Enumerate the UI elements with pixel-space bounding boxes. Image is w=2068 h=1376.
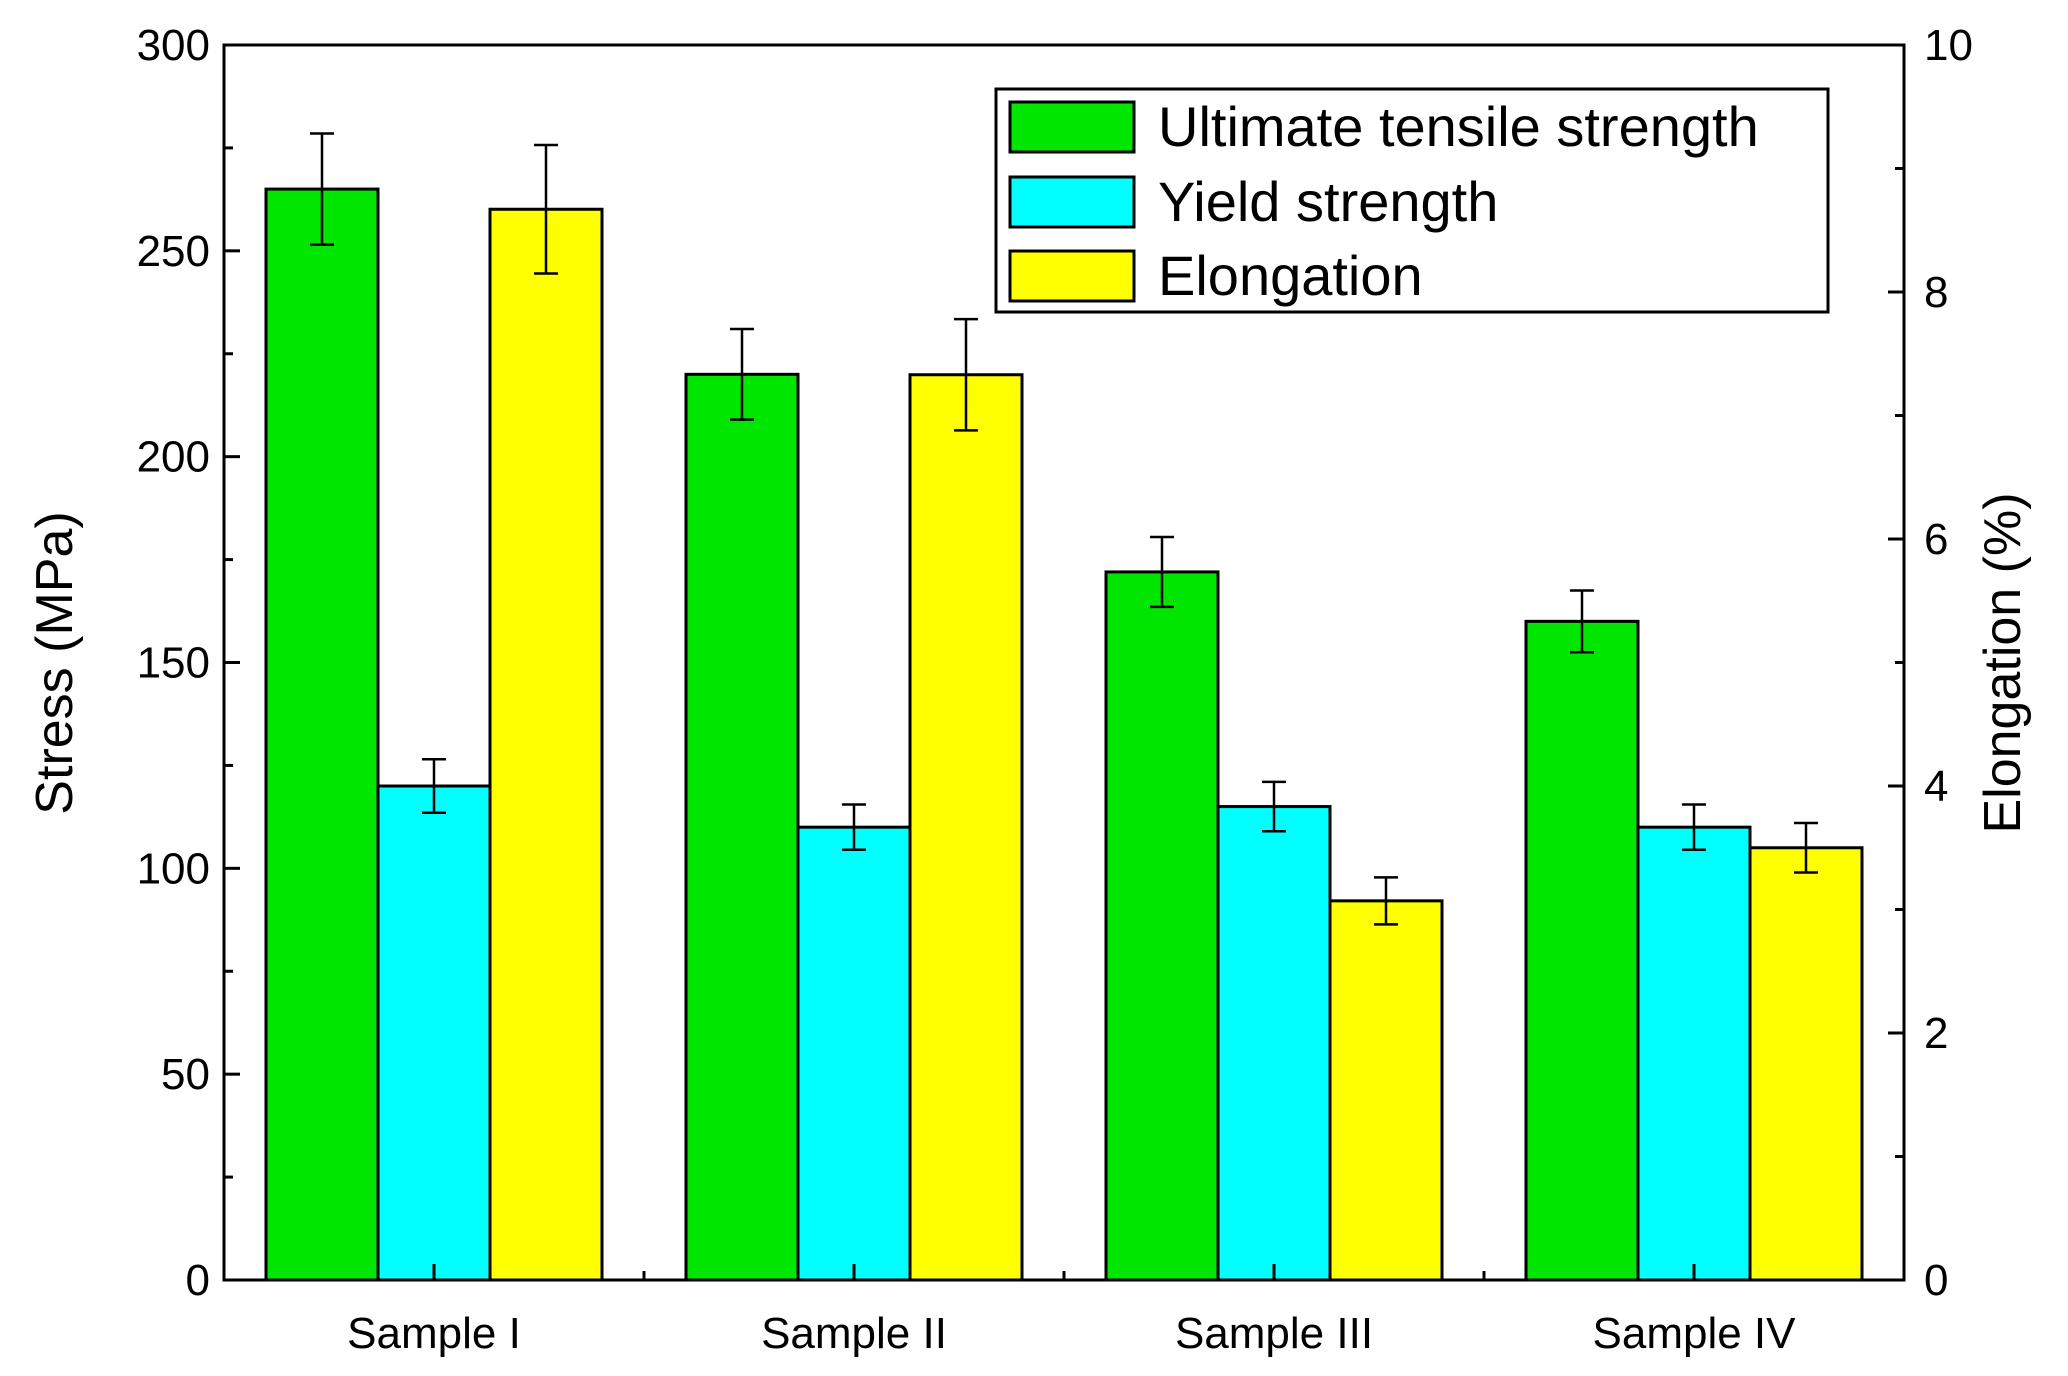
x-category-label: Sample II xyxy=(761,1309,947,1358)
y2-tick-label: 4 xyxy=(1924,762,1948,811)
y2-tick-label: 6 xyxy=(1924,515,1948,564)
bar-yield-strength-3 xyxy=(1216,805,1332,1282)
bar-yield-strength-4 xyxy=(1636,825,1752,1282)
error-bar-yield-strength-1 xyxy=(422,757,446,815)
bar-elongation-1 xyxy=(488,207,604,1282)
error-bars-layer xyxy=(310,132,1818,926)
error-bar-elongation-3 xyxy=(1374,876,1398,926)
bar-ultimate-tensile-strength-4 xyxy=(1524,619,1640,1282)
y-tick-label: 50 xyxy=(161,1050,210,1099)
bar-yield-strength-1 xyxy=(376,784,492,1282)
bar-yield-strength-2 xyxy=(796,825,912,1282)
bar-elongation-4 xyxy=(1748,846,1864,1282)
legend-label-elongation: Elongation xyxy=(1158,244,1423,307)
y2-tick-label: 10 xyxy=(1924,21,1973,70)
legend: Ultimate tensile strength Yield strength… xyxy=(994,87,1830,314)
error-bar-yield-strength-3 xyxy=(1262,780,1286,833)
y2-tick-label: 0 xyxy=(1924,1256,1948,1305)
legend-swatch-yield xyxy=(1008,175,1136,229)
y2-tick-label: 2 xyxy=(1924,1009,1948,1058)
x-category-label: Sample I xyxy=(347,1309,521,1358)
bar-elongation-3 xyxy=(1328,899,1444,1282)
y2-axis-title: Elongation (%) xyxy=(1974,492,2032,833)
y2-tick-label: 8 xyxy=(1924,268,1948,317)
error-bar-ultimate-tensile-strength-4 xyxy=(1570,589,1594,654)
bar-ultimate-tensile-strength-1 xyxy=(264,187,380,1282)
x-category-label: Sample III xyxy=(1175,1309,1373,1358)
error-bar-yield-strength-2 xyxy=(842,803,866,852)
legend-label-uts: Ultimate tensile strength xyxy=(1158,95,1759,158)
bar-elongation-2 xyxy=(908,373,1024,1282)
legend-swatch-elongation xyxy=(1008,249,1136,303)
error-bar-ultimate-tensile-strength-3 xyxy=(1150,535,1174,609)
legend-label-yield: Yield strength xyxy=(1158,170,1498,233)
labels-layer: 0 50 100 150 200 250 300 0 2 4 6 8 10 Sample I Sample … xyxy=(137,21,1973,1358)
bar-ultimate-tensile-strength-2 xyxy=(684,372,800,1282)
error-bar-elongation-2 xyxy=(954,317,978,432)
error-bar-ultimate-tensile-strength-2 xyxy=(730,327,754,421)
ticks-layer xyxy=(224,43,1904,1282)
y-tick-label: 150 xyxy=(137,639,210,688)
y-tick-label: 0 xyxy=(186,1256,210,1305)
y-axis-title: Stress (MPa) xyxy=(26,511,84,814)
bar-ultimate-tensile-strength-3 xyxy=(1104,570,1220,1282)
error-bar-yield-strength-4 xyxy=(1682,803,1706,852)
error-bar-elongation-1 xyxy=(534,143,558,275)
error-bar-ultimate-tensile-strength-1 xyxy=(310,132,334,246)
error-bar-elongation-4 xyxy=(1794,821,1818,874)
y-tick-label: 300 xyxy=(137,21,210,70)
bars-layer xyxy=(264,187,1864,1282)
y-tick-label: 200 xyxy=(137,433,210,482)
y-tick-label: 250 xyxy=(137,227,210,276)
legend-swatch-uts xyxy=(1008,100,1136,154)
y-tick-label: 100 xyxy=(137,844,210,893)
x-category-label: Sample IV xyxy=(1593,1309,1797,1358)
